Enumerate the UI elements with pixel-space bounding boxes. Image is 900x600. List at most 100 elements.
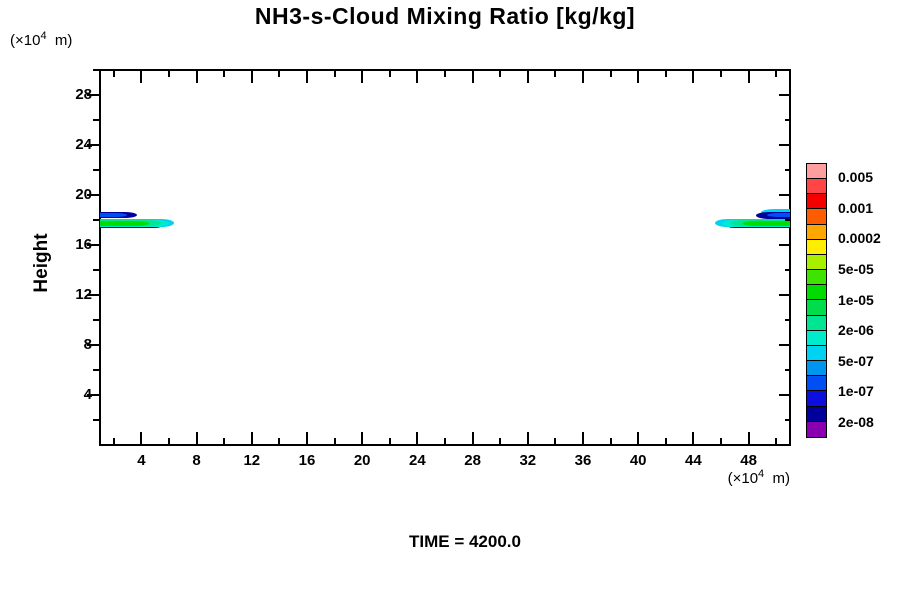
y-axis-tick [87,294,99,296]
time-label: TIME = 4200.0 [409,532,521,551]
x-axis-tick [775,438,778,444]
x-axis-tick [444,438,446,444]
x-axis-unit-label: (×104 m) [640,468,790,487]
y-axis-tick [785,319,791,321]
x-axis-tick [609,71,612,77]
y-axis-tick [779,294,791,296]
x-axis-tick [195,432,198,444]
y-tick-label: 16 [75,236,92,253]
x-axis-tick [471,432,474,444]
x-axis-tick [195,71,198,83]
x-axis-tick [747,71,750,83]
colorbar-tick-label: 1e-05 [838,291,874,308]
x-axis-tick [140,432,143,444]
x-axis-tick [499,71,502,77]
y-axis-tick [785,269,791,271]
y-tick-label: 4 [83,386,92,403]
x-axis-tick [692,71,695,83]
x-axis-tick [444,71,446,77]
colorbar-cell [807,330,826,346]
x-axis-tick [471,71,474,83]
x-axis-tick [361,71,364,83]
x-axis-tick [499,438,502,444]
y-axis-tick [785,419,791,421]
y-axis-tick [93,419,99,421]
x-axis-tick [526,71,529,83]
colorbar [806,163,827,438]
x-tick-label: 48 [740,452,757,469]
x-tick-label: 16 [298,452,316,469]
x-axis-tick [250,71,253,83]
colorbar-cell [807,361,826,377]
x-axis-tick [416,432,419,444]
colorbar-cell [807,300,826,316]
contour-fill-shape [743,220,790,226]
colorbar-cell [807,406,826,422]
colorbar-cell [807,270,826,286]
x-axis-tick [388,71,391,77]
colorbar-tick-label: 2e-08 [838,413,874,430]
contour-fill-shape [100,226,161,229]
contour-fill-shape [100,212,127,217]
colorbar-cell [807,285,826,301]
x-axis-tick [609,438,612,444]
x-axis-tick [361,432,364,444]
colorbar-cell [807,421,826,437]
x-axis-tick [526,432,529,444]
colorbar-tick-label: 0.0002 [838,230,881,247]
x-tick-label: 20 [353,452,371,469]
x-tick-label: 4 [137,452,146,469]
colorbar-tick-label: 0.005 [838,169,874,186]
y-tick-label: 24 [75,136,92,153]
x-axis-tick [333,438,336,444]
colorbar-cell [807,194,826,210]
colorbar-cell [807,376,826,392]
colorbar-tick-label: 5e-07 [838,352,874,369]
y-axis-tick [785,219,791,221]
x-axis-tick [306,71,308,83]
x-axis-tick [637,432,640,444]
plot-title: NH3-s-Cloud Mixing Ratio [kg/kg] [254,3,636,29]
x-axis-tick [582,71,584,83]
y-axis-tick [87,144,99,146]
x-unit-exponent: 4 [758,468,765,480]
x-axis-tick [554,71,557,77]
colorbar-cell [807,345,826,362]
y-axis-tick [779,144,791,146]
y-axis-tick [779,244,791,246]
x-axis-tick [306,432,308,444]
contour-fill-shape [767,213,790,218]
colorbar-cell [807,254,826,271]
x-axis-tick [278,71,281,77]
x-axis-tick [775,71,778,77]
x-axis-tick [554,438,557,444]
x-axis-tick [388,438,391,444]
contour-fill-shape [729,226,790,229]
y-axis-tick [779,94,791,96]
colorbar-tick-label: 0.001 [838,199,874,216]
x-tick-label: 40 [629,452,647,469]
x-tick-label: 12 [243,452,261,469]
x-axis-tick [278,438,281,444]
y-axis-tick [779,394,791,396]
y-tick-label: 20 [75,186,92,203]
y-tick-label: 12 [75,286,92,303]
colorbar-cell [807,209,826,225]
y-axis-tick [93,369,99,371]
x-axis-tick [720,71,722,77]
y-axis-tick [785,69,791,71]
y-axis-tick [785,119,791,121]
colorbar-tick-label: 1e-07 [838,383,874,400]
x-axis-tick [582,432,584,444]
x-tick-label: 8 [192,452,201,469]
y-axis-tick [93,119,99,121]
y-axis-tick [87,94,99,96]
y-axis-tick [93,219,99,221]
x-axis-tick [747,432,750,444]
x-axis-tick [168,71,170,77]
x-tick-label: 36 [574,452,592,469]
y-axis-tick [93,69,99,71]
x-axis-tick [168,438,170,444]
x-unit-prefix: (×10 [727,470,759,487]
y-axis-tick [87,194,99,196]
